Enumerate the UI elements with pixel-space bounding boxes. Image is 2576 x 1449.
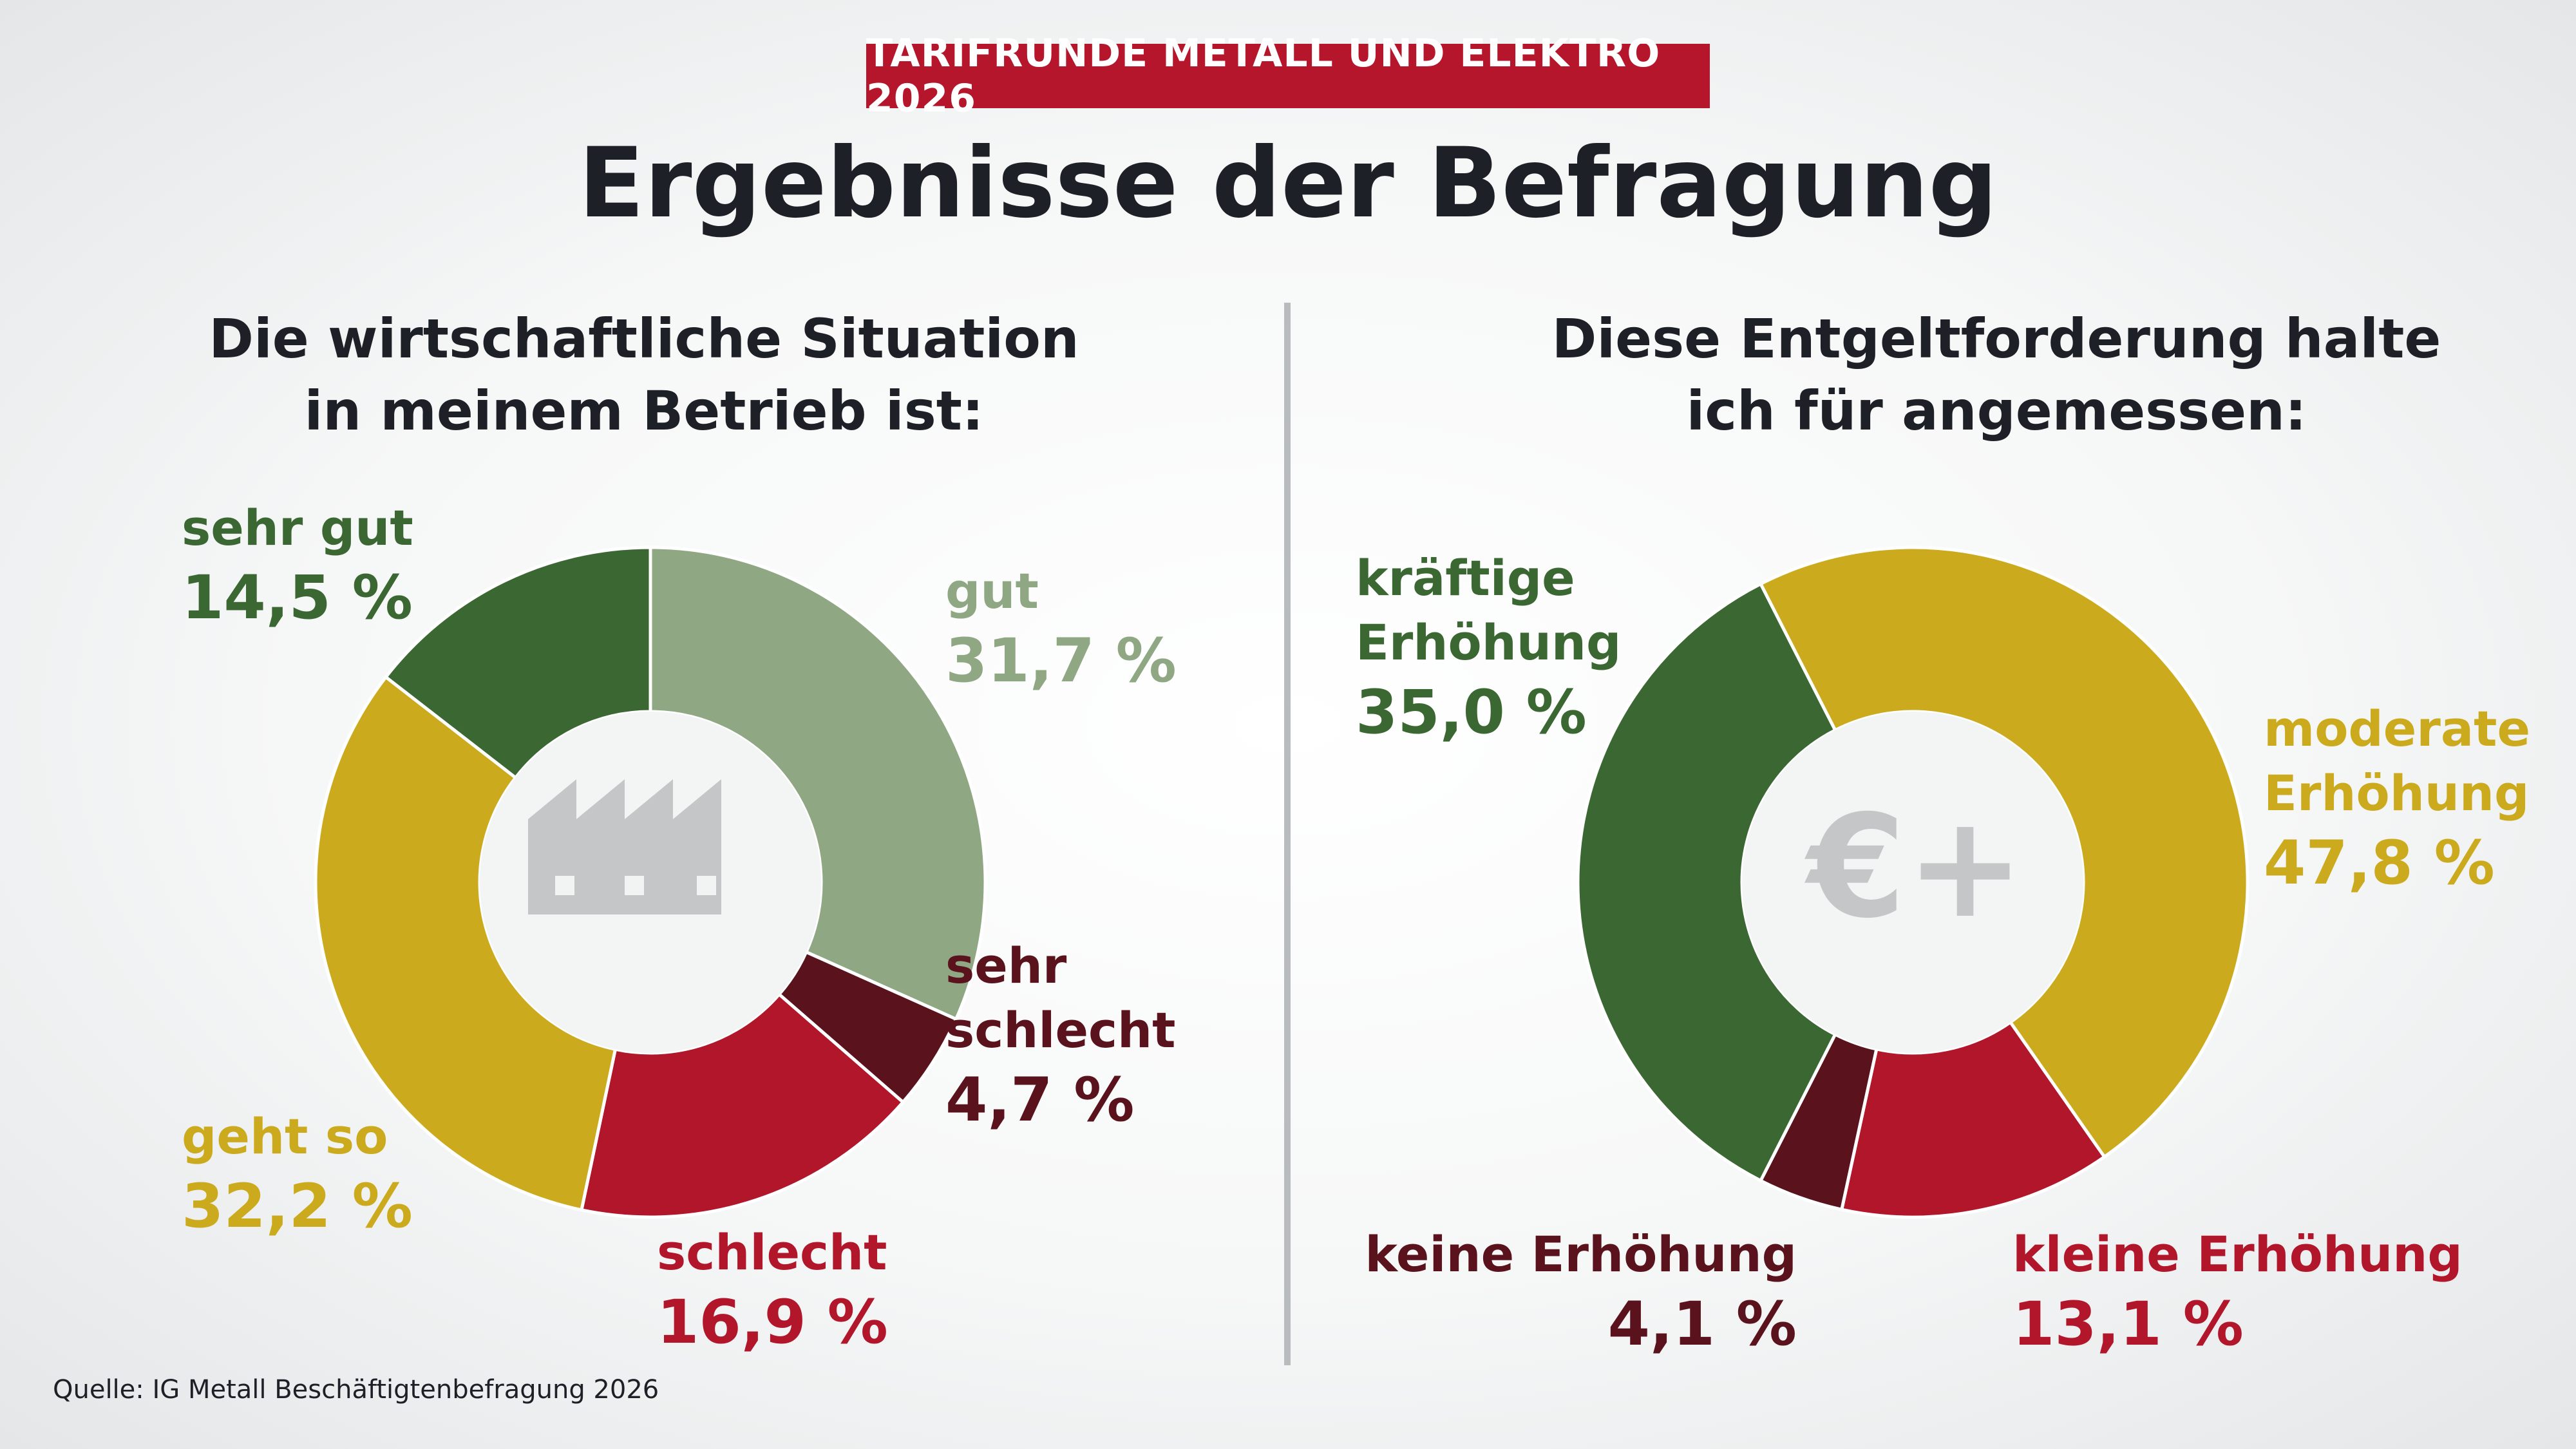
chart-2-title-line-2: ich für angemessen: — [1686, 379, 2307, 442]
label-geht-so-value: 32,2 % — [182, 1171, 413, 1242]
label-schlecht: schlecht 16,9 % — [657, 1220, 888, 1361]
label-moderate-text-1: moderate — [2264, 700, 2530, 757]
label-kleine-erhoehung: kleine Erhöhung 13,1 % — [2012, 1222, 2463, 1363]
label-kraeftige-text-2: Erhöhung — [1356, 614, 1622, 671]
label-sehr-gut-value: 14,5 % — [182, 563, 413, 633]
chart-1-title: Die wirtschaftliche Situation in meinem … — [129, 303, 1159, 447]
euro-plus-icon: €+ — [1804, 784, 2024, 949]
label-sehr-schlecht-value: 4,7 % — [945, 1065, 1135, 1135]
label-keine-value: 4,1 % — [1607, 1289, 1797, 1359]
label-moderate-value: 47,8 % — [2264, 828, 2495, 898]
label-kraeftige-erhoehung: kräftige Erhöhung 35,0 % — [1356, 546, 1621, 751]
label-keine-text: keine Erhöhung — [1365, 1226, 1797, 1283]
label-kleine-value: 13,1 % — [2012, 1289, 2244, 1359]
label-moderate-text-2: Erhöhung — [2264, 764, 2530, 822]
chart-2-title-line-1: Diese Entgeltforderung halte — [1551, 307, 2441, 370]
label-kraeftige-text-1: kräftige — [1356, 549, 1575, 607]
label-kleine-text: kleine Erhöhung — [2012, 1226, 2463, 1283]
chart-2-title: Diese Entgeltforderung halte ich für ang… — [1481, 303, 2512, 447]
label-kraeftige-value: 35,0 % — [1356, 677, 1587, 748]
label-schlecht-text: schlecht — [657, 1224, 887, 1281]
chart-1-title-line-2: in meinem Betrieb ist: — [304, 379, 984, 442]
factory-icon — [528, 779, 721, 914]
chart-2-center-hole — [1742, 712, 2083, 1053]
label-sehr-schlecht: sehr schlecht 4,7 % — [945, 934, 1175, 1139]
chart-1-title-line-1: Die wirtschaftliche Situation — [209, 307, 1079, 370]
source-note: Quelle: IG Metall Beschäftigtenbefragung… — [53, 1375, 659, 1405]
label-gut: gut 31,7 % — [945, 559, 1177, 699]
label-sehr-gut-text: sehr gut — [182, 499, 413, 556]
chart-1-donut — [314, 545, 987, 1219]
label-sehr-schlecht-text-2: schlecht — [945, 1001, 1176, 1059]
divider — [1284, 303, 1291, 1365]
label-gut-text: gut — [945, 562, 1039, 620]
kicker-banner: TARIFRUNDE METALL UND ELEKTRO 2026 — [866, 31, 1710, 121]
label-geht-so-text: geht so — [182, 1108, 388, 1165]
label-sehr-gut: sehr gut 14,5 % — [182, 496, 413, 636]
label-geht-so: geht so 32,2 % — [182, 1104, 413, 1245]
chart-2-donut — [1576, 545, 2249, 1219]
page-title: Ergebnisse der Befragung — [578, 128, 1998, 240]
label-gut-value: 31,7 % — [945, 626, 1177, 696]
svg-text:€+: €+ — [1804, 784, 2024, 949]
label-keine-erhoehung: keine Erhöhung 4,1 % — [1333, 1222, 1797, 1363]
label-schlecht-value: 16,9 % — [657, 1287, 888, 1358]
label-moderate-erhoehung: moderate Erhöhung 47,8 % — [2264, 697, 2530, 902]
label-sehr-schlecht-text-1: sehr — [945, 937, 1067, 994]
